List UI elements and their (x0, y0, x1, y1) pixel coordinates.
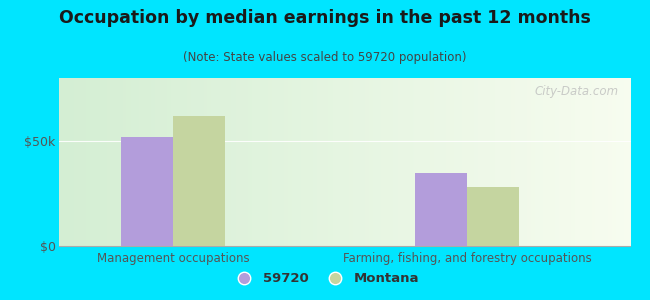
Legend: 59720, Montana: 59720, Montana (226, 267, 424, 290)
Bar (121, 137, 173, 246)
Bar (467, 187, 519, 246)
Text: (Note: State values scaled to 59720 population): (Note: State values scaled to 59720 popu… (183, 51, 467, 64)
Bar (415, 172, 467, 246)
Bar (173, 116, 225, 246)
Text: City-Data.com: City-Data.com (535, 85, 619, 98)
Text: Occupation by median earnings in the past 12 months: Occupation by median earnings in the pas… (59, 9, 591, 27)
